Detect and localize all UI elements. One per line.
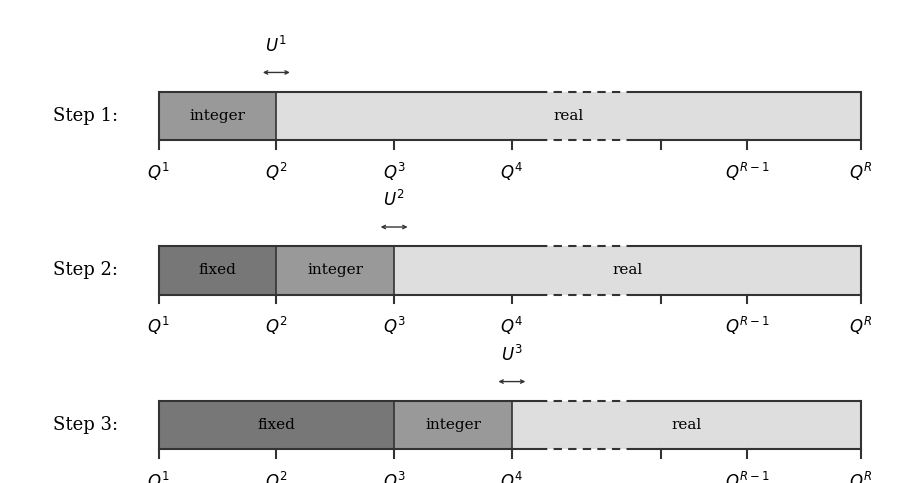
Text: Step 1:: Step 1: [53, 107, 118, 125]
Bar [159, 401, 394, 449]
Text: $Q^2$: $Q^2$ [265, 470, 287, 483]
Text: $Q^3$: $Q^3$ [382, 470, 406, 483]
Text: Step 2:: Step 2: [53, 261, 118, 280]
Text: $Q^3$: $Q^3$ [382, 161, 406, 183]
Bar [512, 401, 861, 449]
Bar [276, 246, 394, 295]
Bar [276, 92, 861, 140]
Text: integer: integer [189, 109, 246, 123]
Text: $Q^4$: $Q^4$ [500, 315, 524, 338]
Text: $Q^1$: $Q^1$ [147, 161, 170, 183]
Text: $U^3$: $U^3$ [501, 344, 523, 365]
Text: $Q^{R-1}$: $Q^{R-1}$ [725, 315, 770, 338]
Text: $Q^R$: $Q^R$ [849, 315, 872, 338]
Text: real: real [612, 264, 642, 277]
Text: $Q^3$: $Q^3$ [382, 315, 406, 338]
Text: $Q^R$: $Q^R$ [849, 161, 872, 183]
Text: $Q^{R-1}$: $Q^{R-1}$ [725, 161, 770, 183]
Bar [159, 92, 276, 140]
Text: $Q^1$: $Q^1$ [147, 315, 170, 338]
Text: real: real [671, 418, 701, 432]
Text: integer: integer [425, 418, 481, 432]
Text: $Q^R$: $Q^R$ [849, 470, 872, 483]
Text: $Q^4$: $Q^4$ [500, 470, 524, 483]
Text: $U^2$: $U^2$ [383, 190, 405, 210]
Text: integer: integer [307, 264, 363, 277]
Text: Step 3:: Step 3: [53, 416, 118, 434]
Text: $U^1$: $U^1$ [265, 35, 287, 56]
Text: $Q^2$: $Q^2$ [265, 161, 287, 183]
Text: fixed: fixed [257, 418, 295, 432]
Text: fixed: fixed [198, 264, 236, 277]
Text: $Q^1$: $Q^1$ [147, 470, 170, 483]
Text: $Q^4$: $Q^4$ [500, 161, 524, 183]
Bar [394, 401, 512, 449]
Text: real: real [554, 109, 583, 123]
Bar [159, 246, 276, 295]
Text: $Q^2$: $Q^2$ [265, 315, 287, 338]
Text: $Q^{R-1}$: $Q^{R-1}$ [725, 470, 770, 483]
Bar [394, 246, 861, 295]
